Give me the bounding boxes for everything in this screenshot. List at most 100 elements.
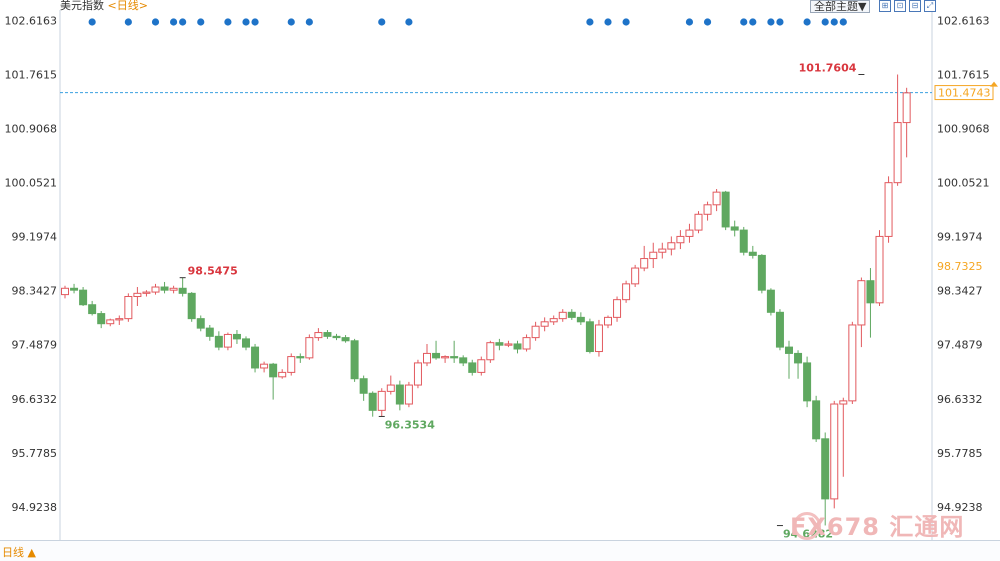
candle-body [187,292,196,320]
fullscreen-icon[interactable]: ⤢ [924,0,936,12]
candle-body [730,226,739,231]
candle-body [812,400,821,440]
candle-body [450,356,459,359]
candle-body [513,343,522,350]
candle-body [377,390,386,411]
candle-body [214,335,223,348]
event-marker-dot [405,18,413,26]
candle-body [531,325,540,339]
event-marker-dot [242,18,250,26]
candle-body [640,258,649,269]
candle-body [124,296,133,320]
candle-body [133,292,142,298]
candle-body [196,318,205,329]
candle-body [613,299,622,318]
candle-body [685,229,694,237]
period-control[interactable]: <日线> [107,0,148,12]
event-marker-dot [305,18,313,26]
candle-body [667,242,676,250]
price-up-arrow-icon [990,81,998,87]
candle-body [386,384,395,392]
event-marker-dot [197,18,205,26]
event-marker-dot [287,18,295,26]
candle-body [61,287,69,296]
candle-body [821,438,830,500]
candle-body [558,311,567,320]
candle-body [830,403,839,500]
event-marker-dot [622,18,630,26]
event-marker-dot [170,18,178,26]
candle-body [766,289,775,313]
candle-body [169,287,178,291]
event-marker-dot [151,18,160,26]
candle-body [178,287,187,294]
candle-body [721,191,730,228]
candle-body [540,321,549,327]
candle-body [142,291,151,294]
candle-body [70,287,79,291]
candle-body [757,254,766,291]
candle-body [884,182,893,237]
candle-body [848,324,857,402]
candle-body [395,384,404,405]
chart-header: 美元指数 <日线> [60,0,148,12]
period-label[interactable]: 日线 ▲ [2,546,36,559]
event-marker-dot [251,18,259,26]
candle-body [441,356,450,359]
candle-body [413,362,422,386]
event-marker-dot [767,18,775,26]
candle-body [486,342,495,361]
event-marker-dot [776,18,784,26]
candle-body [649,251,658,260]
candle-body [549,318,558,323]
event-marker-dot [830,18,838,26]
event-marker-dot [839,18,847,26]
candle-body [622,283,631,301]
extreme-value-label: 101.7604 [799,61,857,74]
candle-body [631,267,640,285]
candle-body [269,363,278,378]
candle-body [88,304,97,315]
bottom-bar: 日线 ▲ [0,540,1000,561]
theme-select[interactable]: 全部主题▼ [810,0,871,13]
candle-body [106,319,115,325]
candle-body [576,316,585,323]
event-marker-dot [124,18,132,26]
zoom-out-icon[interactable]: ⊟ [909,0,921,12]
candle-body [594,324,603,353]
candle-body [432,352,441,359]
candle-body [359,378,368,394]
y-tick-label-right: 99.1974 [937,231,983,244]
candle-body [205,327,214,337]
candle-body [866,280,875,304]
y-tick-label-right: 101.7615 [937,68,990,81]
watermark: FX678 汇通网 [790,513,965,541]
candle-body [79,289,88,306]
event-marker-dot [821,18,829,26]
y-tick-label-left: 99.1974 [12,231,58,244]
candle-body [251,346,260,369]
zoom-in-icon[interactable]: ⊡ [894,0,906,12]
candle-body [794,352,803,364]
candle-body [893,122,902,184]
y-tick-label-left: 101.7615 [5,68,58,81]
y-tick-label-left: 94.9238 [12,501,58,514]
candle-body [468,362,477,373]
candle-body [703,204,712,215]
candle-body [115,318,124,321]
y-tick-label-right: 100.0521 [937,177,990,190]
event-marker-dot [88,18,96,26]
candle-body [223,333,232,348]
candle-body [341,337,350,342]
candle-body [658,248,667,253]
candle-body [314,332,323,339]
grid-toggle-icon[interactable]: ⊞ [879,0,891,12]
candle-body [676,235,685,244]
candle-body [522,337,531,350]
candle-body [694,213,703,231]
candle-body [332,335,341,339]
y-tick-label-left: 100.9068 [5,122,58,135]
candle-body [495,342,504,346]
candle-body [775,311,784,348]
